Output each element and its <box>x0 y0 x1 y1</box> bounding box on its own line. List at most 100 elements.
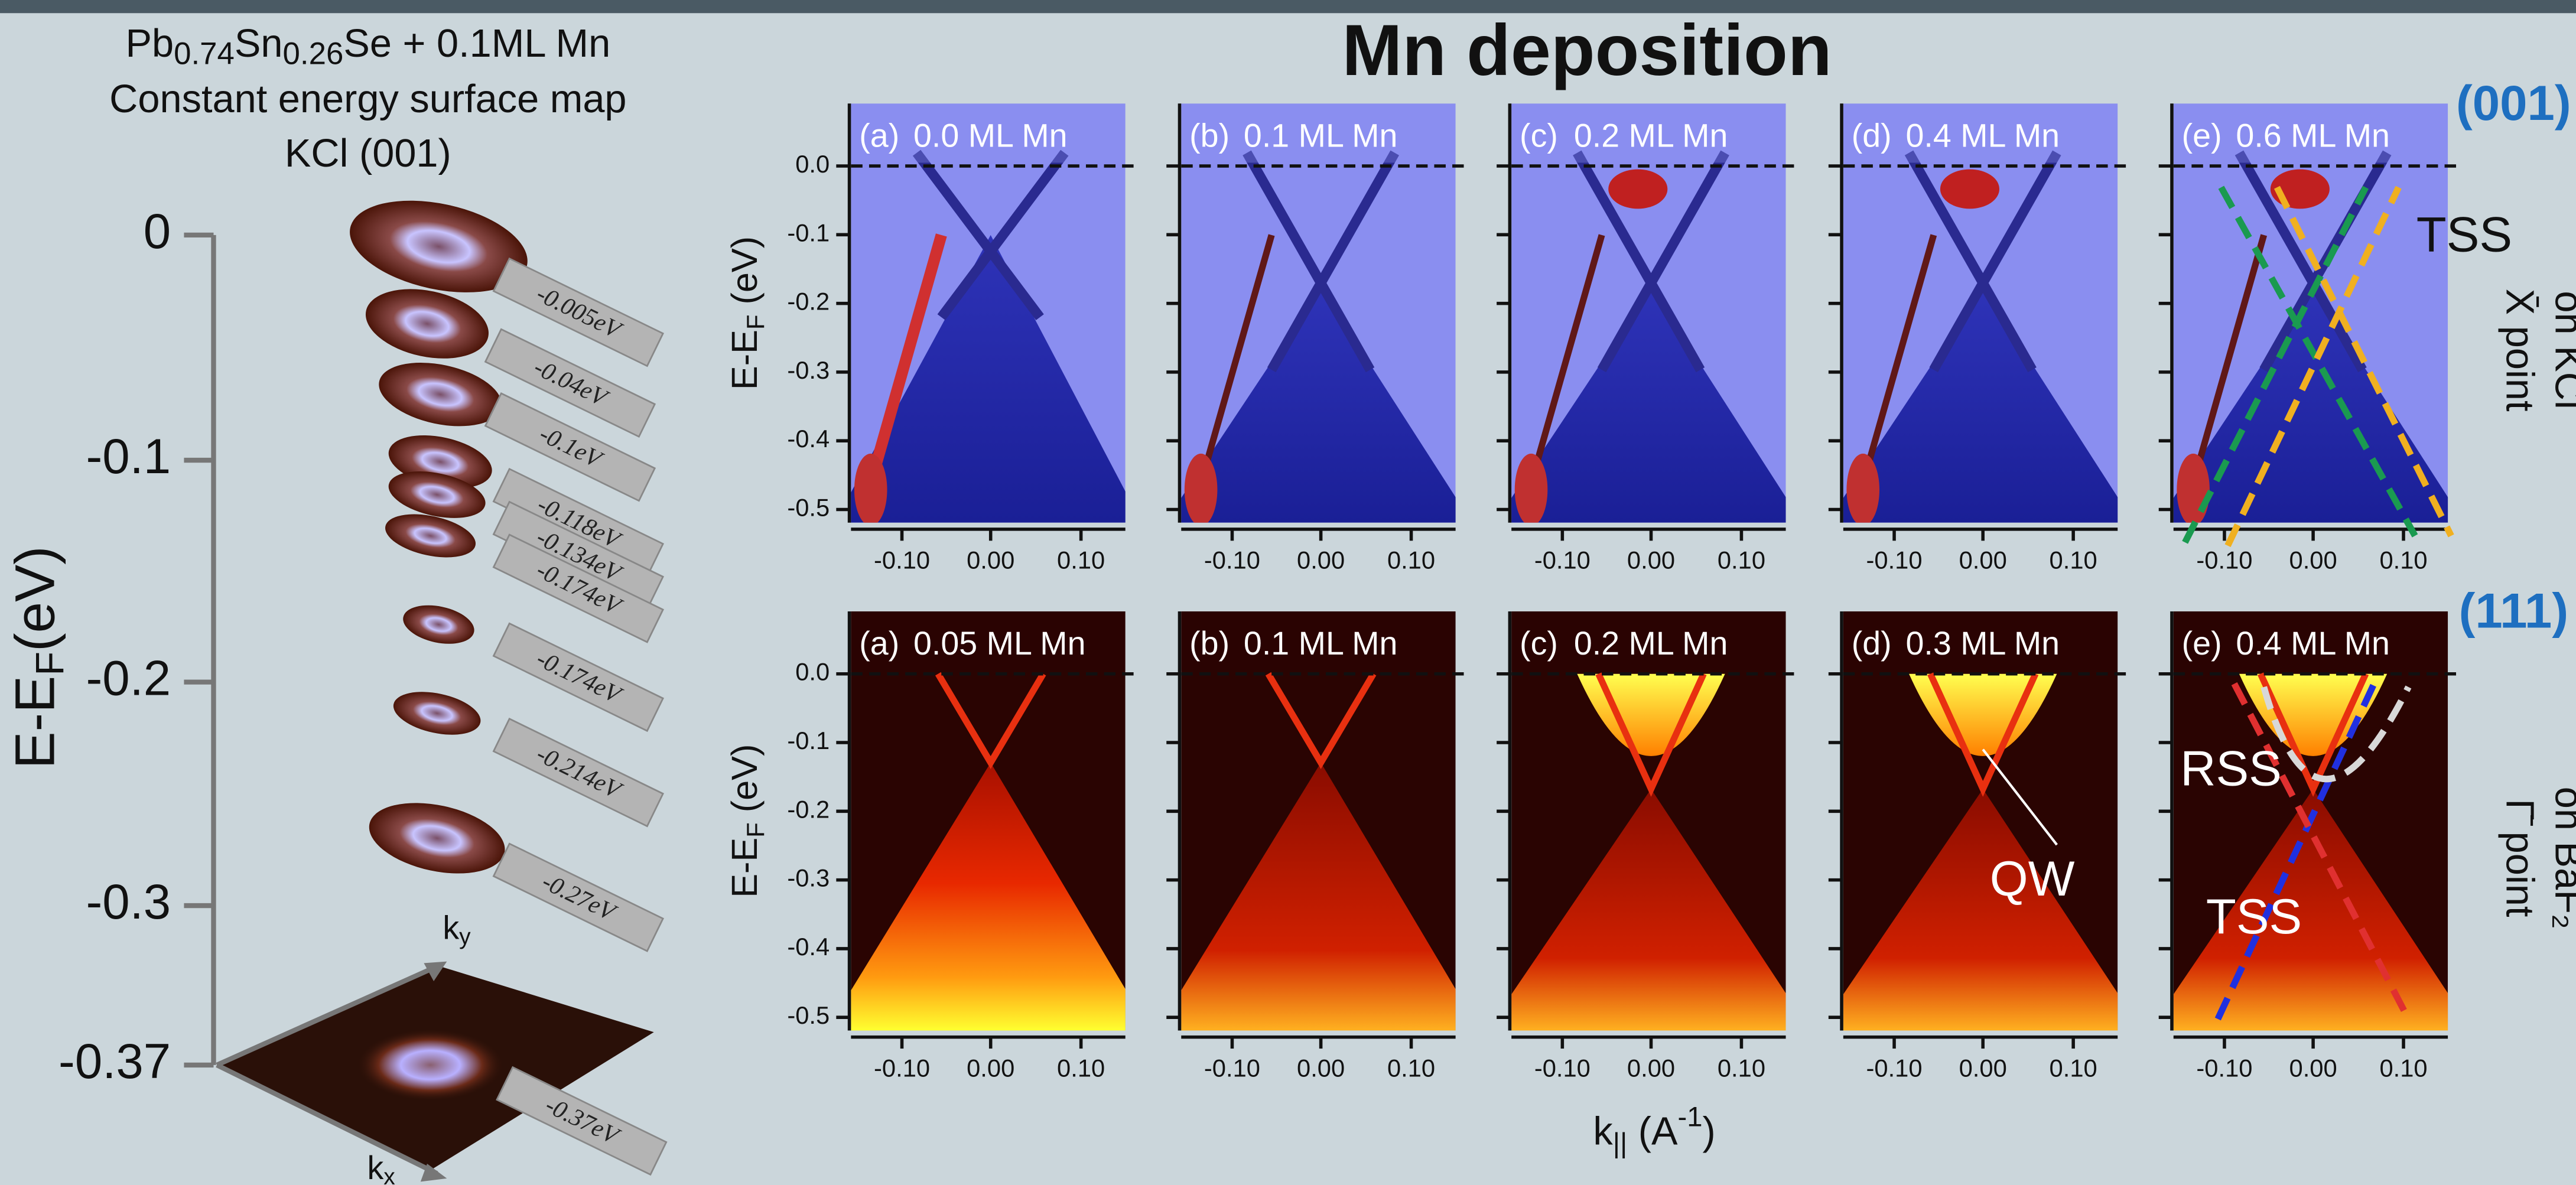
y-title-part: (eV) <box>724 236 765 315</box>
y-title-part: F <box>741 822 769 837</box>
panel-caption: 0.1 ML Mn <box>1244 117 1398 154</box>
panel-letter: (c) <box>1520 625 1558 662</box>
k-label-part: y <box>459 924 471 950</box>
x-tick-label: -0.10 <box>874 1054 930 1082</box>
x-tick-label: 0.10 <box>1057 546 1105 574</box>
x-title-part: k <box>1593 1109 1613 1153</box>
y-axis-title: E-EF (eV) <box>724 236 769 390</box>
side-label: on KCl <box>2547 291 2576 409</box>
panel-caption: 0.6 ML Mn <box>2236 117 2390 154</box>
formula-part: Pb <box>125 22 174 66</box>
annotation: QW <box>1990 851 2075 906</box>
arpes-panel: (c)0.2 ML Mn-0.100.000.10 <box>1487 611 1810 1082</box>
k-label-part: k <box>367 1150 383 1185</box>
panel-caption: 0.05 ML Mn <box>913 625 1085 662</box>
top-bar <box>0 0 2576 13</box>
x-tick-label: -0.10 <box>1204 1054 1260 1082</box>
spectrum-feature <box>854 454 887 526</box>
arpes-panel: (d)0.3 ML Mn-0.100.000.10 <box>1819 611 2142 1082</box>
figure: Mn deposition Pb0.74Sn0.26Se + 0.1ML Mn … <box>0 0 2576 1185</box>
axis-tick-label: -0.3 <box>86 874 171 929</box>
x-tick-label: -0.10 <box>1866 1054 1923 1082</box>
annotation: TSS <box>2206 888 2302 944</box>
panel-caption: 0.2 ML Mn <box>1574 625 1728 662</box>
x-title-part: (A <box>1627 1109 1678 1153</box>
side-label: Γ̄ point <box>2497 799 2541 917</box>
y-title-part: E-E <box>724 330 765 390</box>
spectrum-feature <box>1515 454 1548 526</box>
k-label-part: k <box>443 909 459 946</box>
x-tick-label: 0.00 <box>967 546 1014 574</box>
x-tick-label: 0.10 <box>2379 1054 2427 1082</box>
axis-tick-label: -0.1 <box>86 428 171 484</box>
spectrum-feature <box>1185 454 1218 526</box>
y-tick-label: -0.4 <box>787 425 830 452</box>
x-tick-label: 0.10 <box>2050 1054 2097 1082</box>
y-title-part: F <box>741 315 769 330</box>
x-tick-label: 0.00 <box>1297 1054 1345 1082</box>
x-title-part: || <box>1613 1128 1628 1160</box>
panel-letter: (c) <box>1520 117 1558 154</box>
y-title-part: E-E <box>724 838 765 898</box>
panel-letter: (a) <box>859 625 899 662</box>
x-tick-label: 0.10 <box>1387 546 1435 574</box>
y-tick-label: -0.5 <box>787 1001 830 1029</box>
arpes-panel: (d)0.4 ML Mn-0.100.000.10 <box>1827 103 2134 574</box>
panel-letter: (b) <box>1189 625 1230 662</box>
formula-part: Sn <box>235 22 283 66</box>
panel-letter: (e) <box>2182 117 2222 154</box>
y-tick-label: -0.4 <box>787 933 830 961</box>
spectrum-feature <box>2177 454 2210 526</box>
spectrum-feature <box>1608 170 1667 209</box>
x-title-part: -1 <box>1678 1102 1703 1133</box>
x-tick-label: 0.10 <box>1718 546 1765 574</box>
y-tick-label: -0.5 <box>787 494 830 522</box>
y-tick-label: 0.0 <box>795 150 830 178</box>
k-label-part: x <box>383 1164 395 1185</box>
annotation: TSS <box>2416 206 2512 262</box>
side-label: on BaF₂ <box>2547 787 2576 929</box>
formula-part: 0.74 <box>174 37 235 71</box>
panel-letter: (d) <box>1852 117 1892 154</box>
x-tick-label: 0.00 <box>967 1054 1014 1082</box>
axis-tick-label: -0.37 <box>58 1033 171 1089</box>
panel-caption: 0.0 ML Mn <box>913 117 1068 154</box>
figure-title: Mn deposition <box>1342 9 1832 90</box>
subtitle: Constant energy surface map <box>109 77 626 121</box>
formula-part: Se + 0.1ML Mn <box>343 22 610 66</box>
x-tick-label: 0.10 <box>2379 546 2427 574</box>
body: Mn deposition Pb0.74Sn0.26Se + 0.1ML Mn … <box>0 0 2576 1185</box>
panel-letter: (b) <box>1189 117 1230 154</box>
axis-title-part: (eV) <box>4 546 67 652</box>
spectrum-feature <box>1846 454 1879 526</box>
side-label: X̄ point <box>2497 289 2541 412</box>
x-tick-label: 0.10 <box>1057 1054 1105 1082</box>
x-tick-label: 0.00 <box>1959 546 2007 574</box>
y-tick-label: -0.1 <box>787 219 830 246</box>
arpes-panel: (b) 0.1 ML Mn -0.10 0.00 0.10 <box>1165 103 1472 574</box>
y-tick-label: -0.1 <box>787 727 830 754</box>
x-tick-label: 0.10 <box>2050 546 2097 574</box>
x-tick-label: -0.10 <box>1204 546 1260 574</box>
y-tick-label: -0.2 <box>787 795 830 823</box>
axis-tick-label: 0 <box>144 203 171 259</box>
x-tick-label: 0.10 <box>1387 1054 1435 1082</box>
axis-title-part: F <box>28 652 72 676</box>
substrate: KCl (001) <box>285 132 451 175</box>
panel-caption: 0.4 ML Mn <box>1906 117 2060 154</box>
y-tick-label: 0.0 <box>795 658 830 686</box>
formula-part: 0.26 <box>283 37 344 71</box>
y-title-part: (eV) <box>724 744 765 823</box>
y-tick-label: -0.3 <box>787 356 830 384</box>
panel-caption: 0.1 ML Mn <box>1244 625 1398 662</box>
y-axis-title: E-EF (eV) <box>724 744 769 898</box>
x-tick-label: 0.00 <box>1297 546 1345 574</box>
k-plane-map <box>356 1029 504 1101</box>
x-tick-label: 0.00 <box>1627 1054 1675 1082</box>
x-tick-label: -0.10 <box>874 546 930 574</box>
panel-caption: 0.3 ML Mn <box>1906 625 2060 662</box>
y-tick-label: -0.3 <box>787 864 830 892</box>
x-tick-label: 0.00 <box>1959 1054 2007 1082</box>
arpes-panel: (b) 0.1 ML Mn -0.10 0.00 0.10 <box>1157 611 1481 1082</box>
